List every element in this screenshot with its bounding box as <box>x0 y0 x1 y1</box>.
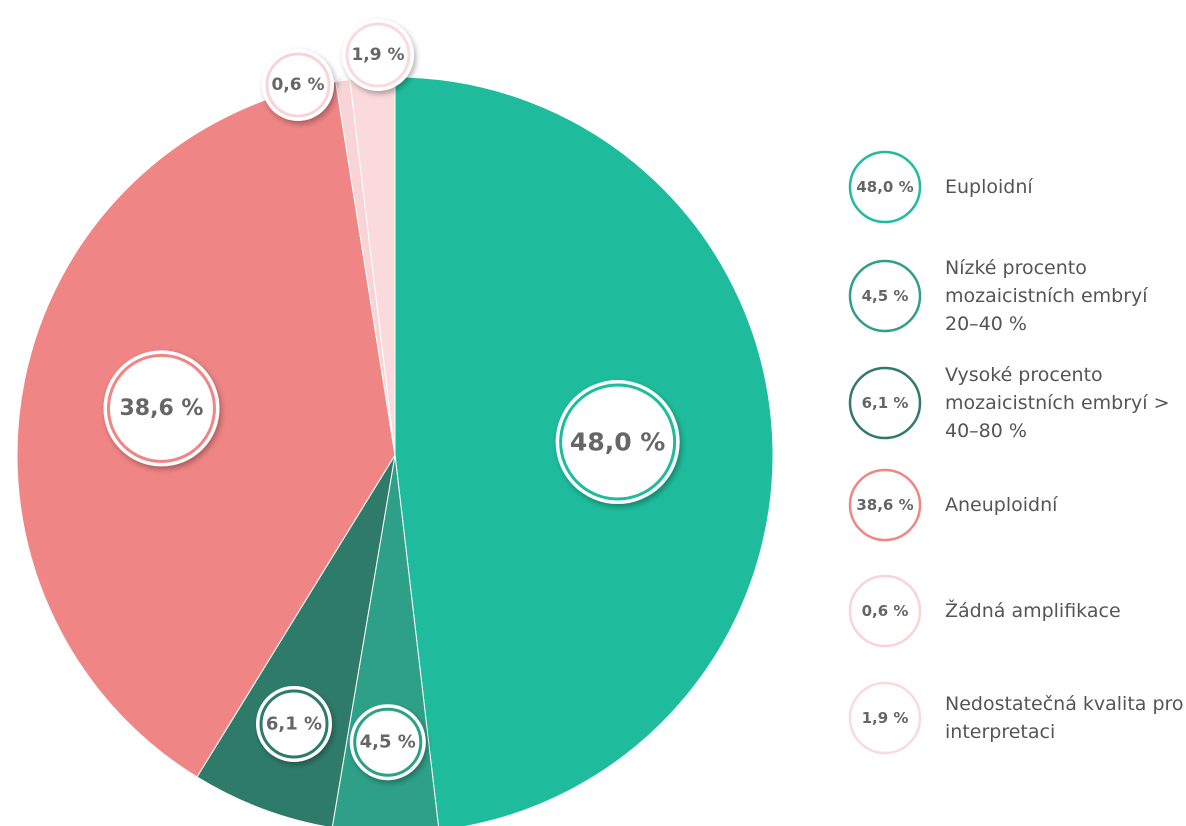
label-ring <box>559 383 677 501</box>
legend-label: Nedostatečná kvalita pro interpretaci <box>945 693 1184 743</box>
data-label: 4,5 % <box>360 732 416 753</box>
legend-marker <box>848 574 922 648</box>
label-ring <box>265 52 331 118</box>
legend-label: Aneuploidní <box>945 494 1058 516</box>
data-label: 48,0 % <box>570 428 665 457</box>
data-label: 1,9 % <box>351 45 404 65</box>
legend-marker <box>848 366 922 440</box>
label-ring <box>345 22 411 88</box>
legend-value: 48,0 % <box>856 178 913 196</box>
data-label: 0,6 % <box>271 75 324 95</box>
legend-marker <box>848 468 922 542</box>
legend-marker <box>848 259 922 333</box>
legend-label: Vysoké procento mozaicistních embryí > 4… <box>945 364 1170 442</box>
data-label: 38,6 % <box>119 396 203 421</box>
legend-marker <box>848 681 922 755</box>
legend-marker <box>848 150 922 224</box>
label-ring <box>106 353 216 463</box>
legend-value: 0,6 % <box>862 602 909 620</box>
legend-value: 38,6 % <box>856 496 913 514</box>
label-ring <box>259 689 329 759</box>
pie-slice <box>196 454 396 826</box>
label-ring <box>353 707 423 777</box>
legend-label: Nízké procento mozaicistních embryí 20–4… <box>945 257 1148 335</box>
legend-label: Euploidní <box>945 176 1033 198</box>
data-label: 6,1 % <box>266 713 322 734</box>
legend-label: Žádná amplifikace <box>945 600 1121 622</box>
legend-value: 6,1 % <box>862 394 909 412</box>
legend-value: 4,5 % <box>862 287 909 305</box>
legend-value: 1,9 % <box>862 709 909 727</box>
